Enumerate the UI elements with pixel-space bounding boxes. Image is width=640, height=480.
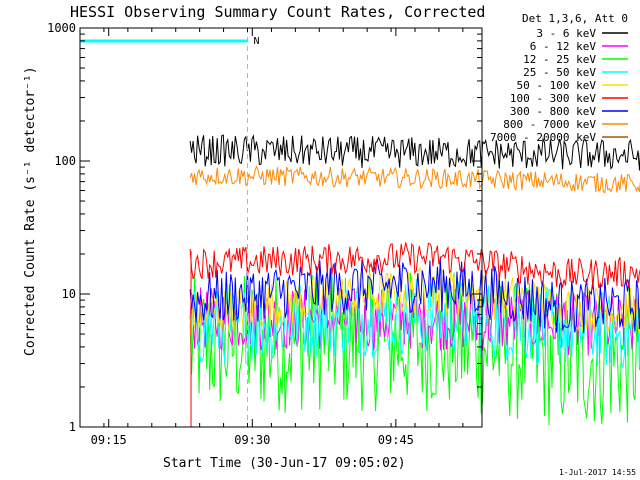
axes [79, 27, 483, 428]
legend-label-0: 3 - 6 keV [536, 27, 596, 40]
plot-frame [79, 27, 483, 428]
x-axis-label: Start Time (30-Jun-17 09:05:02) [163, 456, 406, 471]
legend-header: Det 1,3,6, Att 0 [522, 12, 628, 25]
y-tick-label: 100 [54, 154, 76, 168]
y-axis: 1 10 100 1000 [47, 21, 482, 434]
footer-timestamp: 1-Jul-2017 14:55 [559, 468, 636, 477]
y-tick-label: 10 [62, 287, 76, 301]
chart-title: HESSI Observing Summary Count Rates, Cor… [70, 3, 485, 21]
y-tick-label: 1 [69, 420, 76, 434]
series-line-3 [189, 276, 640, 369]
legend-label-8: 7000 - 20000 keV [490, 131, 596, 144]
x-tick-label: 09:15 [91, 433, 127, 447]
legend-label-4: 50 - 100 keV [517, 79, 597, 92]
x-tick-label: 09:45 [378, 433, 414, 447]
legend-label-6: 300 - 800 keV [510, 105, 596, 118]
y-tick-label: 1000 [47, 21, 76, 35]
series-line-7 [189, 165, 640, 194]
legend-label-5: 100 - 300 keV [510, 92, 596, 105]
x-tick-label: 09:30 [234, 433, 270, 447]
legend-label-2: 12 - 25 keV [523, 53, 596, 66]
x-axis: 09:15 09:30 09:45 [79, 28, 464, 447]
series-line-5 [189, 242, 640, 289]
legend-label-3: 25 - 50 keV [523, 66, 596, 79]
series-line-0 [189, 134, 640, 171]
series-line-4 [189, 267, 640, 335]
flag-label: N [254, 36, 260, 47]
legend-label-1: 6 - 12 keV [530, 40, 597, 53]
y-axis-label: Corrected Count Rate (s⁻¹ detector⁻¹) [23, 66, 38, 356]
series-line-6 [189, 256, 640, 334]
legend-label-7: 800 - 7000 keV [503, 118, 596, 131]
